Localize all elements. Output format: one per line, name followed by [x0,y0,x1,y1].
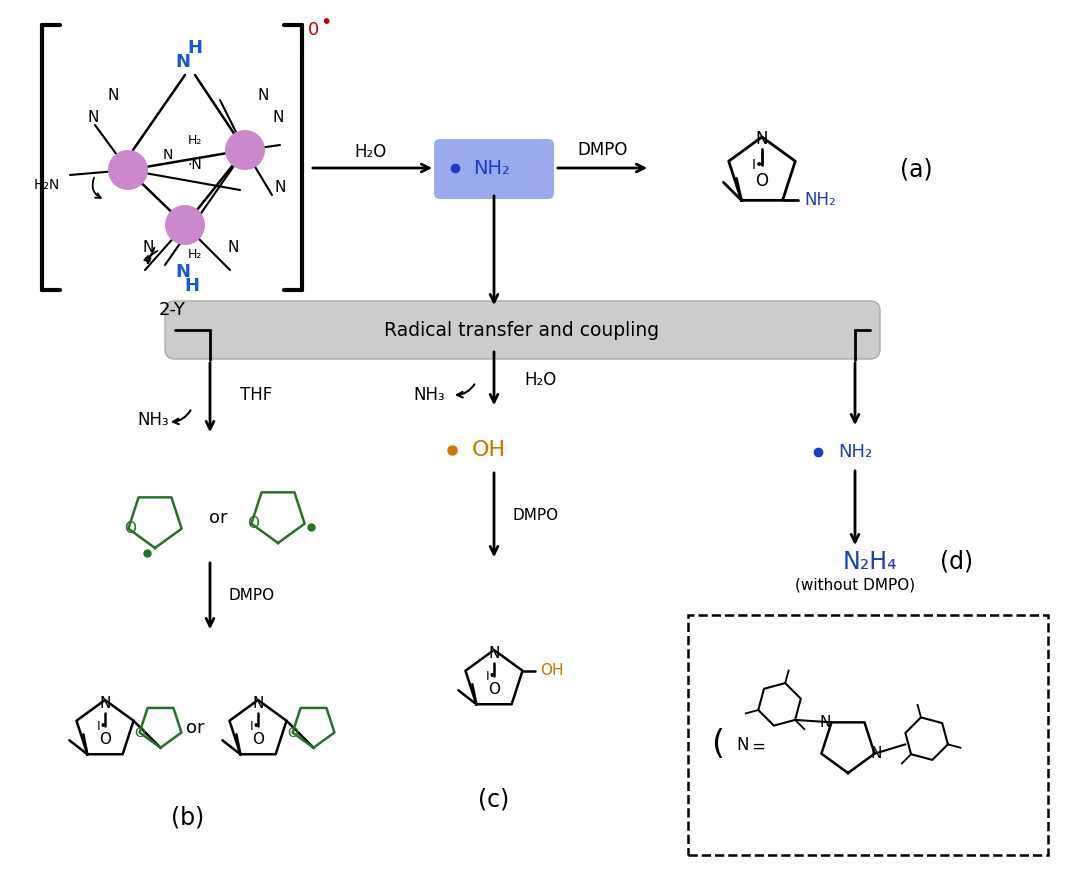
Circle shape [165,205,205,245]
Text: H₂N: H₂N [33,178,60,192]
Text: NH₂: NH₂ [473,158,510,177]
Circle shape [108,150,148,190]
Text: O: O [252,733,264,747]
Text: OH: OH [540,663,564,678]
Text: ·N: ·N [188,158,202,172]
Circle shape [225,130,265,170]
Text: H₂: H₂ [188,134,202,147]
Text: N: N [272,110,284,125]
Text: N: N [253,696,264,712]
Text: N: N [143,241,153,255]
Text: N: N [257,89,269,103]
Text: N: N [274,181,286,196]
Text: N: N [820,715,832,730]
Text: N: N [175,53,190,71]
Text: (d): (d) [940,550,973,574]
Text: Y: Y [240,143,251,157]
Text: NH₂: NH₂ [838,443,873,461]
Text: or: or [186,719,204,737]
Text: =: = [751,738,765,756]
Text: (c): (c) [478,788,510,812]
Text: O: O [124,521,136,536]
Text: N: N [870,746,882,761]
Text: •: • [320,12,332,31]
Text: H: H [185,277,200,295]
Text: N: N [227,241,239,255]
Text: O: O [756,172,769,190]
Text: DMPO: DMPO [512,507,558,522]
Text: DMPO: DMPO [228,587,274,602]
Text: DMPO: DMPO [578,141,629,159]
Text: O: O [287,726,298,740]
Text: (: ( [712,728,725,761]
Text: N: N [756,130,768,148]
Text: N: N [107,88,119,103]
Text: N: N [99,696,110,712]
Text: N: N [488,647,500,661]
FancyBboxPatch shape [165,301,880,359]
Text: N: N [87,110,98,125]
Text: N: N [163,148,173,162]
Text: Y: Y [123,163,133,177]
Text: NH₂: NH₂ [805,191,836,209]
Text: 2-Y: 2-Y [159,301,186,319]
Text: NH₃: NH₃ [137,411,168,429]
Text: Y: Y [180,218,190,232]
Text: O: O [99,733,111,747]
FancyBboxPatch shape [434,139,554,199]
Text: 0: 0 [308,21,320,39]
Text: (without DMPO): (without DMPO) [795,578,915,593]
Text: (a): (a) [900,158,933,182]
Text: N₂H₄: N₂H₄ [843,550,897,574]
Text: (b): (b) [172,806,204,830]
Text: I•: I• [752,158,765,172]
Text: O: O [247,516,259,531]
Text: NH₃: NH₃ [414,386,445,404]
Bar [688,615,1048,855]
Text: or: or [208,509,227,527]
Text: I•: I• [249,720,260,733]
Text: H₂O: H₂O [524,371,556,389]
Text: THF: THF [240,386,272,404]
Text: N: N [175,263,190,281]
Text: I•: I• [96,720,108,733]
Text: H₂: H₂ [188,249,202,262]
Text: O: O [488,682,500,698]
Text: Radical transfer and coupling: Radical transfer and coupling [384,321,660,340]
Text: N: N [737,736,750,754]
Text: H: H [188,39,203,57]
Text: I•: I• [486,669,497,682]
Text: OH: OH [472,440,507,460]
Text: H₂O: H₂O [354,143,387,161]
Text: O: O [134,726,145,740]
